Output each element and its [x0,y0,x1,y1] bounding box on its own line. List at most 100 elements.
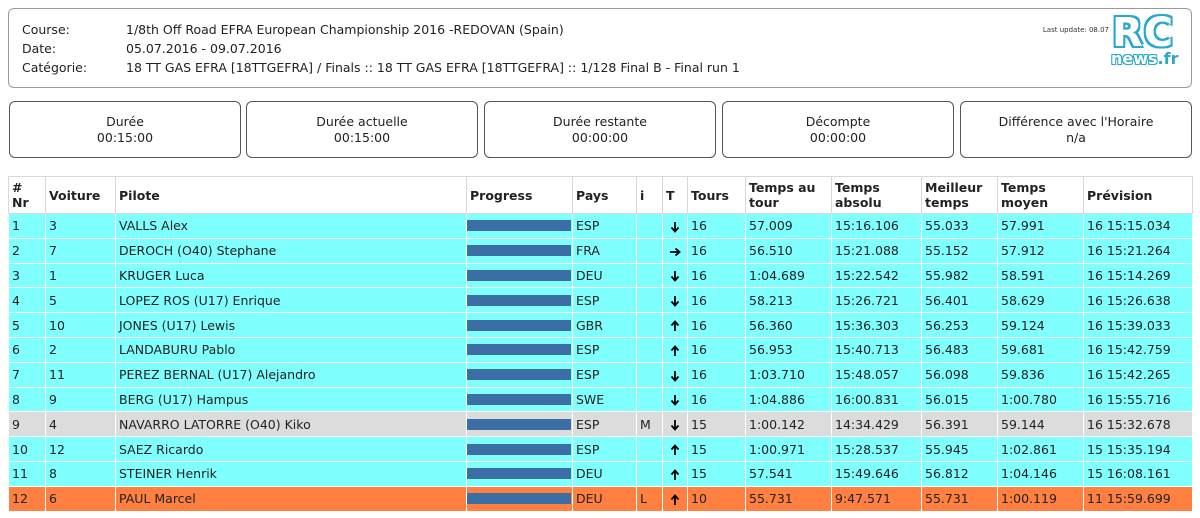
pos-cell: 9 [8,411,46,438]
timer-label: Durée [106,114,144,129]
timer-label: Durée restante [553,114,647,129]
info-cell: M [636,411,663,438]
pos-cell: 7 [8,361,46,388]
driver-cell: PAUL Marcel [115,485,467,512]
car-cell: 9 [45,386,116,413]
table-row[interactable]: 1 3 VALLS Alex ESP 16 57.009 15:16.106 55.033 57… [8,213,1193,239]
progress-bar [467,319,571,331]
country-cell: ESP [572,411,637,438]
col-header-laps[interactable]: Tours [687,176,746,214]
car-cell: 2 [45,336,116,363]
forecast-cell: 16 15:26.638 [1083,287,1193,314]
abs-time-cell: 15:40.713 [831,336,922,363]
logo-rc-text: RC [1112,10,1175,56]
driver-cell: LOPEZ ROS (U17) Enrique [115,287,467,314]
lap-time-cell: 1:00.971 [745,436,832,462]
pos-cell: 12 [8,485,46,512]
laps-cell: 10 [687,485,746,512]
best-time-cell: 55.152 [921,237,998,264]
progress-bar [467,294,571,306]
logo-tld: .fr [1157,49,1179,68]
col-header-lap-time[interactable]: Temps au tour [745,176,832,214]
driver-cell: KRUGER Luca [115,262,467,289]
progress-cell [466,237,573,264]
best-time-cell: 56.812 [921,460,998,487]
best-time-cell: 55.982 [921,262,998,289]
timer-value: n/a [1066,130,1086,145]
country-cell: DEU [572,460,637,487]
forecast-cell: 16 15:15.034 [1083,213,1193,239]
col-header-best-time[interactable]: Meilleur temps [921,176,998,214]
table-row[interactable]: 2 7 DEROCH (O40) Stephane FRA 16 56.510 15:21.… [8,237,1193,264]
progress-cell [466,312,573,338]
table-row[interactable]: 5 10 JONES (U17) Lewis GBR 16 56.360 15:36.303… [8,312,1193,338]
arrow-up-icon [669,468,681,481]
forecast-cell: 16 15:39.033 [1083,312,1193,338]
timer-value: 00:00:00 [571,130,629,145]
avg-time-cell: 1:02.861 [997,436,1084,462]
abs-time-cell: 14:34.429 [831,411,922,438]
car-cell: 12 [45,436,116,462]
lap-time-cell: 57.541 [745,460,832,487]
car-cell: 8 [45,460,116,487]
driver-cell: NAVARRO LATORRE (O40) Kiko [115,411,467,438]
progress-cell [466,485,573,512]
laps-cell: 16 [687,361,746,388]
progress-bar [467,393,571,405]
best-time-cell: 56.483 [921,336,998,363]
col-header-driver[interactable]: Pilote [115,176,467,214]
timer-label: Différence avec l'Horaire [998,114,1154,129]
arrow-down-icon [669,270,681,283]
results-body: 1 3 VALLS Alex ESP 16 57.009 15:16.106 55.033 57… [8,213,1193,512]
country-cell: DEU [572,485,637,512]
pos-cell: 10 [8,436,46,462]
table-row[interactable]: 12 6 PAUL Marcel DEU L 10 55.731 9:47.571 55.731… [8,485,1193,512]
table-row[interactable]: 7 11 PEREZ BERNAL (U17) Alejandro ESP 16 1:03… [8,361,1193,388]
trend-cell [662,262,688,289]
col-header-progress[interactable]: Progress [466,176,573,214]
table-row[interactable]: 8 9 BERG (U17) Hampus SWE 16 1:04.886 16:00.83… [8,386,1193,413]
table-row[interactable]: 11 8 STEINER Henrik DEU 15 57.541 15:49.646 56.… [8,460,1193,487]
abs-time-cell: 15:36.303 [831,312,922,338]
forecast-cell: 16 15:32.678 [1083,411,1193,438]
col-header-info[interactable]: i [636,176,663,214]
col-header-forecast[interactable]: Prévision [1083,176,1193,214]
driver-cell: STEINER Henrik [115,460,467,487]
table-row[interactable]: 4 5 LOPEZ ROS (U17) Enrique ESP 16 58.213 15:2… [8,287,1193,314]
best-time-cell: 55.033 [921,213,998,239]
table-header-row: # Nr Voiture Pilote Progress Pays i T To… [8,176,1193,214]
abs-time-cell: 15:49.646 [831,460,922,487]
info-cell [636,336,663,363]
progress-bar [467,493,571,505]
table-row[interactable]: 3 1 KRUGER Luca DEU 16 1:04.689 15:22.542 55.98… [8,262,1193,289]
avg-time-cell: 57.991 [997,213,1084,239]
pos-cell: 2 [8,237,46,264]
col-header-pos[interactable]: # Nr [8,176,46,214]
category-label: Catégorie: [22,60,88,75]
col-header-car[interactable]: Voiture [45,176,116,214]
timer-value: 00:00:00 [809,130,867,145]
col-header-country[interactable]: Pays [572,176,637,214]
pos-cell: 8 [8,386,46,413]
table-row[interactable]: 6 2 LANDABURU Pablo ESP 16 56.953 15:40.713 56.… [8,336,1193,363]
laps-cell: 15 [687,460,746,487]
progress-bar [467,443,571,455]
pos-cell: 3 [8,262,46,289]
col-header-trend[interactable]: T [662,176,688,214]
laps-cell: 16 [687,262,746,289]
country-cell: ESP [572,336,637,363]
table-row[interactable]: 9 4 NAVARRO LATORRE (O40) Kiko ESP M 15 1:00.1… [8,411,1193,438]
table-row[interactable]: 10 12 SAEZ Ricardo ESP 15 1:00.971 15:28.537 55… [8,436,1193,462]
abs-time-cell: 15:26.721 [831,287,922,314]
col-header-avg-time[interactable]: Temps moyen [997,176,1084,214]
arrow-up-icon [669,320,681,332]
info-cell [636,312,663,338]
laps-cell: 16 [687,287,746,314]
avg-time-cell: 59.144 [997,411,1084,438]
arrow-down-icon [669,419,681,432]
car-cell: 6 [45,485,116,512]
best-time-cell: 56.401 [921,287,998,314]
country-cell: ESP [572,213,637,239]
col-header-abs-time[interactable]: Temps absolu [831,176,922,214]
forecast-cell: 11 15:59.699 [1083,485,1193,512]
